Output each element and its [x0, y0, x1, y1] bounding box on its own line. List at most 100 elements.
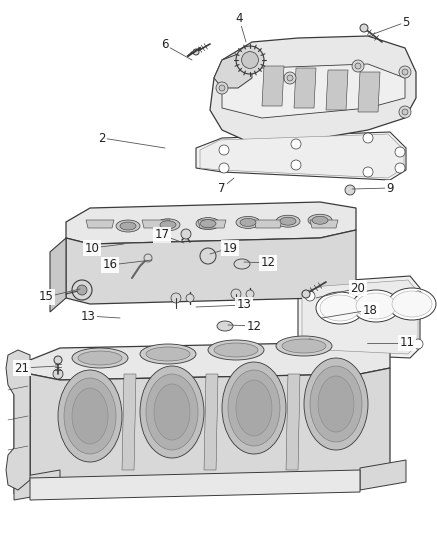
- Polygon shape: [310, 220, 338, 228]
- Circle shape: [413, 291, 423, 301]
- Text: 13: 13: [236, 298, 251, 311]
- Ellipse shape: [78, 351, 122, 365]
- Ellipse shape: [196, 217, 220, 230]
- Polygon shape: [358, 72, 380, 112]
- Polygon shape: [360, 460, 406, 490]
- Ellipse shape: [276, 215, 300, 227]
- Ellipse shape: [276, 336, 332, 356]
- Circle shape: [72, 280, 92, 300]
- Ellipse shape: [160, 221, 176, 229]
- Circle shape: [363, 133, 373, 143]
- Polygon shape: [30, 368, 390, 490]
- Text: 12: 12: [246, 319, 261, 333]
- Polygon shape: [86, 220, 114, 228]
- Circle shape: [219, 163, 229, 173]
- Circle shape: [186, 294, 194, 302]
- Ellipse shape: [282, 339, 326, 353]
- Circle shape: [395, 147, 405, 157]
- Ellipse shape: [320, 295, 360, 321]
- Circle shape: [345, 185, 355, 195]
- Text: 6: 6: [161, 38, 169, 52]
- Ellipse shape: [72, 388, 108, 444]
- Ellipse shape: [280, 217, 296, 225]
- Circle shape: [236, 46, 264, 74]
- Polygon shape: [200, 134, 404, 178]
- Text: 11: 11: [399, 336, 415, 350]
- Text: 7: 7: [218, 182, 226, 195]
- Circle shape: [395, 163, 405, 173]
- Polygon shape: [326, 70, 348, 110]
- Circle shape: [399, 66, 411, 78]
- Ellipse shape: [316, 292, 364, 324]
- Circle shape: [302, 290, 310, 298]
- Circle shape: [54, 356, 62, 364]
- Polygon shape: [14, 470, 60, 500]
- Circle shape: [53, 369, 63, 379]
- Circle shape: [200, 248, 216, 264]
- Ellipse shape: [72, 348, 128, 368]
- Ellipse shape: [234, 259, 250, 269]
- Ellipse shape: [64, 378, 116, 454]
- Ellipse shape: [146, 374, 198, 450]
- Ellipse shape: [217, 321, 233, 331]
- Ellipse shape: [116, 220, 140, 232]
- Ellipse shape: [352, 290, 400, 322]
- Text: 2: 2: [98, 132, 106, 144]
- Ellipse shape: [58, 370, 122, 462]
- Ellipse shape: [154, 384, 190, 440]
- Polygon shape: [66, 202, 356, 244]
- Circle shape: [231, 289, 241, 299]
- Polygon shape: [254, 220, 282, 228]
- Polygon shape: [298, 276, 420, 358]
- Circle shape: [402, 69, 408, 75]
- Circle shape: [402, 109, 408, 115]
- Circle shape: [219, 145, 229, 155]
- Text: 20: 20: [350, 281, 365, 295]
- Circle shape: [287, 75, 293, 81]
- Ellipse shape: [222, 362, 286, 454]
- Polygon shape: [6, 350, 30, 490]
- Circle shape: [216, 82, 228, 94]
- Ellipse shape: [388, 288, 436, 320]
- Ellipse shape: [308, 214, 332, 226]
- Ellipse shape: [310, 366, 362, 442]
- Circle shape: [363, 167, 373, 177]
- Circle shape: [246, 290, 254, 298]
- Ellipse shape: [208, 340, 264, 360]
- Text: 5: 5: [402, 15, 410, 28]
- Text: 16: 16: [103, 259, 118, 271]
- Polygon shape: [196, 132, 406, 180]
- Ellipse shape: [156, 219, 180, 231]
- Ellipse shape: [120, 222, 136, 230]
- Ellipse shape: [356, 293, 396, 319]
- Polygon shape: [222, 64, 405, 118]
- Text: 19: 19: [222, 241, 237, 254]
- Circle shape: [242, 52, 258, 68]
- Polygon shape: [204, 374, 218, 470]
- Circle shape: [77, 285, 87, 295]
- Ellipse shape: [236, 216, 260, 229]
- Ellipse shape: [200, 220, 216, 228]
- Ellipse shape: [146, 347, 190, 361]
- Text: 15: 15: [38, 290, 53, 303]
- Polygon shape: [50, 238, 66, 312]
- Ellipse shape: [304, 358, 368, 450]
- Polygon shape: [30, 342, 390, 380]
- Polygon shape: [262, 66, 284, 106]
- Circle shape: [305, 291, 315, 301]
- Polygon shape: [286, 374, 300, 470]
- Text: 12: 12: [260, 256, 275, 270]
- Circle shape: [291, 160, 301, 170]
- Circle shape: [352, 60, 364, 72]
- Circle shape: [193, 49, 199, 55]
- Polygon shape: [14, 360, 30, 494]
- Polygon shape: [210, 36, 416, 148]
- Circle shape: [181, 229, 191, 239]
- Circle shape: [171, 293, 181, 303]
- Text: 17: 17: [155, 229, 170, 241]
- Circle shape: [219, 85, 225, 91]
- Polygon shape: [302, 280, 418, 354]
- Polygon shape: [214, 54, 252, 88]
- Text: 18: 18: [363, 303, 378, 317]
- Polygon shape: [142, 220, 170, 228]
